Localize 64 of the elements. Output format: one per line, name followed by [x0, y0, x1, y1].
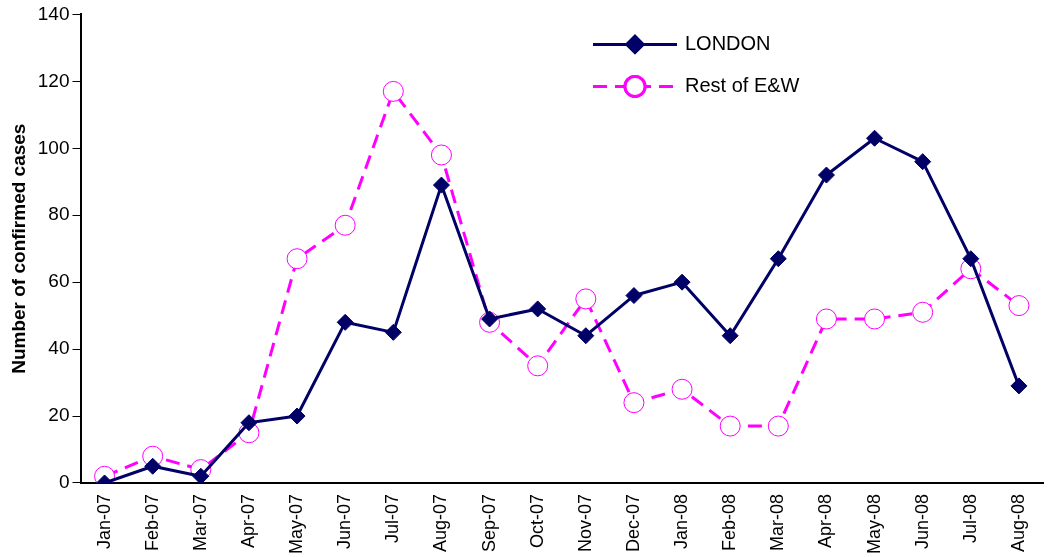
point — [864, 308, 886, 330]
point — [815, 308, 837, 330]
point — [1010, 377, 1028, 395]
y-tick-label: 0 — [58, 471, 70, 493]
x-tick-label: Nov-07 — [574, 493, 595, 553]
legend-label: LONDON — [685, 31, 771, 54]
point — [721, 327, 739, 345]
point — [962, 250, 980, 268]
x-tick-label: Feb-07 — [141, 493, 162, 552]
x-tick-label: Feb-08 — [719, 493, 740, 552]
x-tick-label: Jul-07 — [382, 493, 403, 544]
point — [914, 153, 932, 171]
point — [481, 310, 499, 328]
legend-label: Rest of E&W — [685, 73, 800, 96]
x-tick-label: Jul-08 — [959, 493, 980, 544]
point — [144, 457, 162, 475]
point — [382, 80, 404, 102]
x-tick-label: Aug-07 — [430, 493, 451, 553]
x-tick-label: Apr-08 — [815, 493, 836, 549]
x-tick-label: Jan-07 — [93, 493, 114, 550]
y-tick-label: 100 — [37, 136, 70, 158]
y-tick-label: 20 — [48, 404, 70, 426]
point — [767, 415, 789, 437]
point — [671, 378, 693, 400]
y-tick-label: 60 — [48, 270, 70, 292]
point — [384, 323, 402, 341]
point — [430, 144, 452, 166]
point — [625, 287, 643, 305]
point — [575, 288, 597, 310]
point — [529, 300, 547, 318]
x-tick-label: Jun-08 — [911, 493, 932, 550]
point — [719, 415, 741, 437]
x-tick-label: Mar-07 — [189, 493, 210, 551]
x-tick-label: Dec-07 — [622, 493, 643, 553]
point — [288, 407, 306, 425]
x-tick-label: Jan-08 — [671, 493, 692, 550]
point — [334, 214, 356, 236]
y-axis-title: Number of confirmed cases — [7, 123, 29, 374]
point — [623, 392, 645, 414]
y-tick-label: 120 — [37, 69, 70, 91]
x-tick-label: Mar-08 — [767, 493, 788, 551]
point — [240, 414, 258, 432]
y-tick-label: 140 — [37, 2, 70, 24]
point — [817, 166, 835, 184]
point — [866, 129, 884, 147]
point — [286, 248, 308, 270]
y-tick-label: 80 — [48, 203, 70, 225]
point — [1008, 295, 1030, 317]
x-tick-label: Oct-07 — [526, 493, 547, 549]
x-tick-label: May-08 — [863, 493, 884, 555]
point — [527, 355, 549, 377]
point — [577, 327, 595, 345]
point — [432, 176, 450, 194]
x-tick-label: May-07 — [286, 493, 307, 555]
x-tick-label: Apr-07 — [237, 493, 258, 549]
x-tick-label: Aug-08 — [1007, 493, 1028, 553]
point — [192, 467, 210, 483]
x-tick-label: Jun-07 — [334, 493, 355, 550]
point — [673, 273, 691, 291]
point — [336, 313, 354, 331]
point — [912, 301, 934, 323]
point — [769, 250, 787, 268]
x-tick-label: Sep-07 — [478, 493, 499, 553]
y-tick-label: 40 — [48, 337, 70, 359]
